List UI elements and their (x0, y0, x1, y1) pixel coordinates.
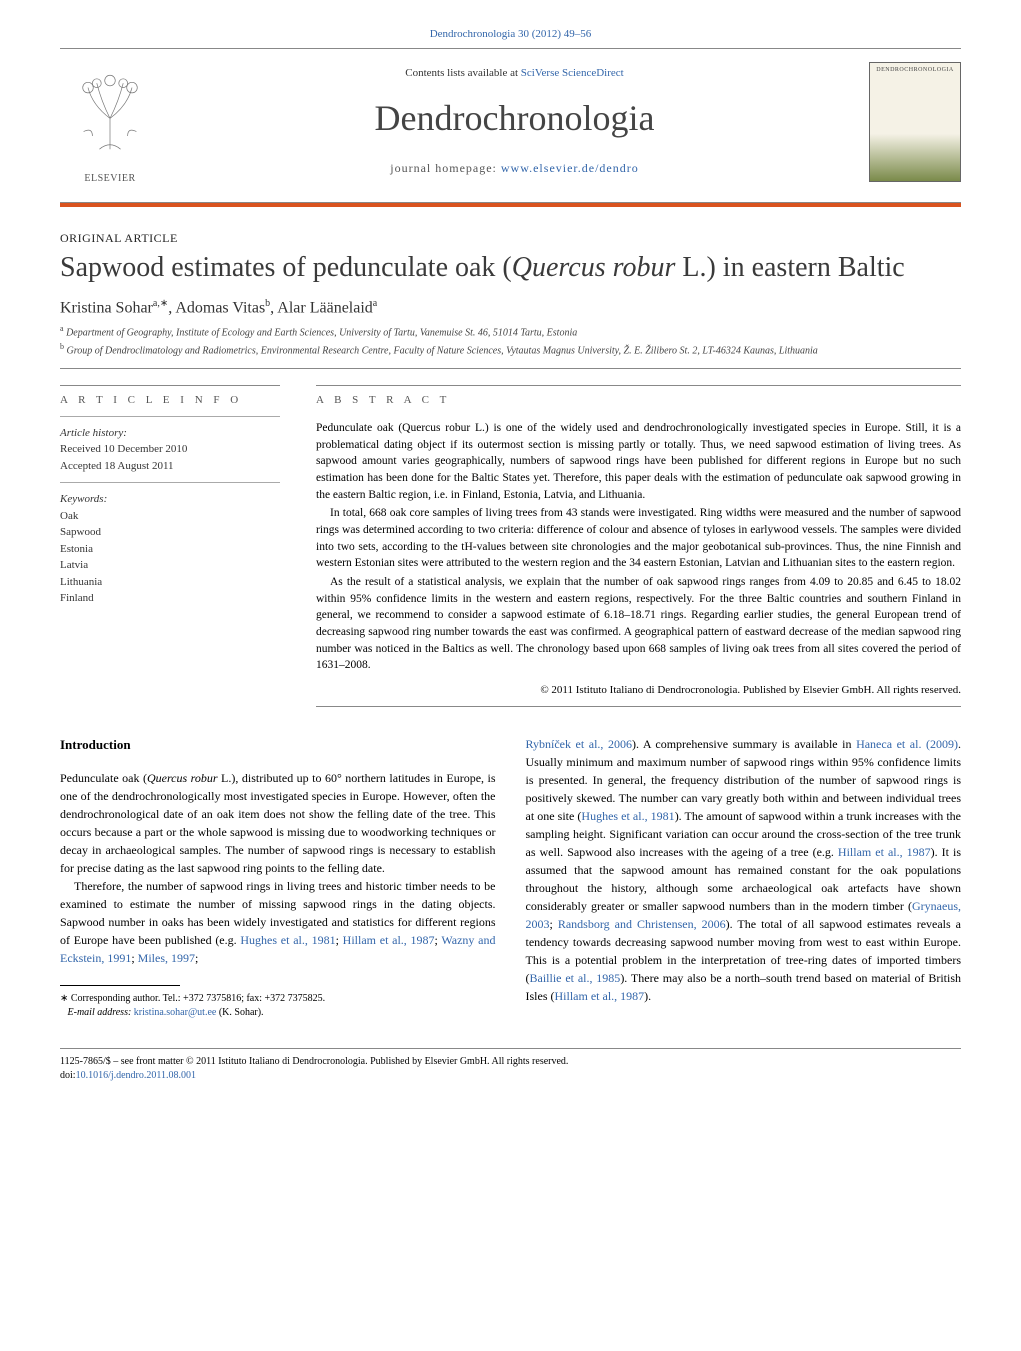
abstract-para: As the result of a statistical analysis,… (316, 574, 961, 674)
keyword: Sapwood (60, 526, 101, 538)
citation-link[interactable]: Miles, 1997 (138, 951, 195, 965)
body-para: Therefore, the number of sapwood rings i… (60, 877, 496, 967)
journal-homepage-link[interactable]: www.elsevier.de/dendro (501, 161, 639, 175)
corresponding-author-footnote: ∗ Corresponding author. Tel.: +372 73758… (60, 992, 496, 1020)
keyword: Finland (60, 592, 94, 604)
author-line: Kristina Sohara,∗, Adomas Vitasb, Alar L… (60, 298, 961, 317)
right-column: Rybníček et al., 2006). A comprehensive … (526, 735, 962, 1020)
publisher-name: ELSEVIER (60, 173, 160, 184)
keyword: Oak (60, 510, 78, 522)
section-heading-introduction: Introduction (60, 735, 496, 755)
info-abstract-row: A R T I C L E I N F O Article history: R… (60, 369, 961, 707)
journal-masthead: ELSEVIER Contents lists available at Sci… (60, 48, 961, 203)
abstract-para: Pedunculate oak (Quercus robur L.) is on… (316, 420, 961, 503)
footnote-rule (60, 985, 180, 986)
body-para: Rybníček et al., 2006). A comprehensive … (526, 735, 962, 1005)
journal-title: Dendrochronologia (160, 97, 869, 139)
citation-link[interactable]: Haneca et al. (2009) (856, 737, 958, 751)
article-info-column: A R T I C L E I N F O Article history: R… (60, 385, 280, 707)
page-footer: 1125-7865/$ – see front matter © 2011 Is… (60, 1048, 961, 1083)
front-matter-line: 1125-7865/$ – see front matter © 2011 Is… (60, 1056, 568, 1067)
running-header: Dendrochronologia 30 (2012) 49–56 (0, 0, 1021, 48)
body-para: Pedunculate oak (Quercus robur L.), dist… (60, 769, 496, 877)
sciencedirect-link[interactable]: SciVerse ScienceDirect (521, 67, 624, 79)
citation-link[interactable]: Hughes et al., 1981 (581, 809, 674, 823)
left-column: Introduction Pedunculate oak (Quercus ro… (60, 735, 496, 1020)
citation-link[interactable]: Baillie et al., 1985 (530, 971, 621, 985)
keyword: Lithuania (60, 576, 102, 588)
abstract-heading: A B S T R A C T (316, 394, 961, 406)
article-history: Article history: Received 10 December 20… (60, 416, 280, 483)
cover-title: DENDROCHRONOLOGIA (874, 67, 956, 73)
article-type: ORIGINAL ARTICLE (60, 231, 961, 246)
citation-link[interactable]: Hillam et al., 1987 (555, 989, 645, 1003)
article-title: Sapwood estimates of pedunculate oak (Qu… (60, 252, 961, 284)
citation-link[interactable]: Rybníček et al., 2006 (526, 737, 632, 751)
body-columns: Introduction Pedunculate oak (Quercus ro… (60, 735, 961, 1020)
journal-cover-thumb: DENDROCHRONOLOGIA (869, 62, 961, 182)
doi-link[interactable]: 10.1016/j.dendro.2011.08.001 (76, 1070, 196, 1081)
accent-rule (60, 203, 961, 207)
contents-available-line: Contents lists available at SciVerse Sci… (160, 67, 869, 79)
abstract-column: A B S T R A C T Pedunculate oak (Quercus… (316, 385, 961, 707)
publisher-block: ELSEVIER (60, 59, 160, 184)
keyword: Latvia (60, 559, 88, 571)
abstract-divider (316, 706, 961, 707)
homepage-line: journal homepage: www.elsevier.de/dendro (160, 161, 869, 176)
author-email-link[interactable]: kristina.sohar@ut.ee (134, 1007, 217, 1018)
abstract-copyright: © 2011 Istituto Italiano di Dendrocronol… (316, 684, 961, 696)
citation-link[interactable]: Hughes et al., 1981 (240, 933, 335, 947)
citation-link[interactable]: Hillam et al., 1987 (343, 933, 435, 947)
keyword: Estonia (60, 543, 93, 555)
abstract-para: In total, 668 oak core samples of living… (316, 505, 961, 572)
citation-link[interactable]: Randsborg and Christensen, 2006 (558, 917, 726, 931)
header-citation: Dendrochronologia 30 (2012) 49–56 (430, 28, 592, 40)
elsevier-tree-icon (60, 59, 160, 169)
keywords-block: Keywords: Oak Sapwood Estonia Latvia Lit… (60, 482, 280, 615)
abstract-text: Pedunculate oak (Quercus robur L.) is on… (316, 420, 961, 674)
citation-link[interactable]: Hillam et al., 1987 (838, 845, 931, 859)
info-heading: A R T I C L E I N F O (60, 394, 280, 406)
masthead-center: Contents lists available at SciVerse Sci… (160, 67, 869, 176)
affiliations: a Department of Geography, Institute of … (60, 323, 961, 358)
